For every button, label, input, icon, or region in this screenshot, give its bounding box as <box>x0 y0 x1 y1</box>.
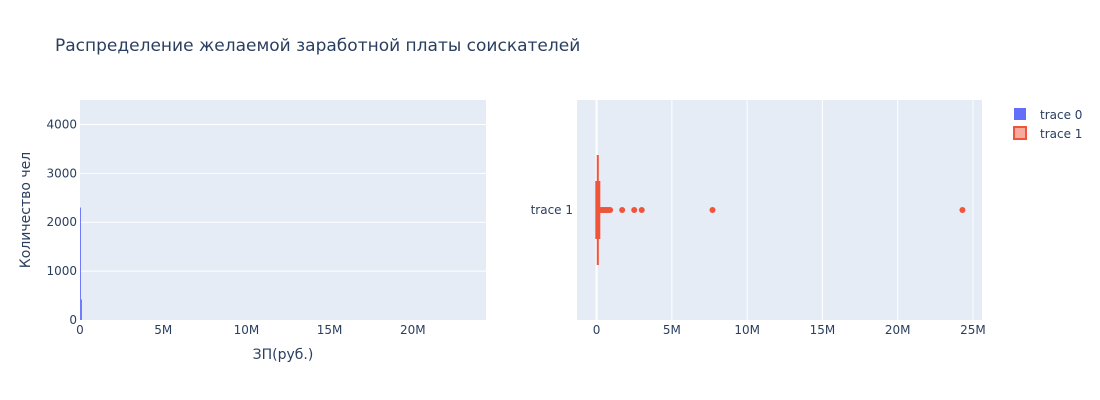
legend-swatch-trace-1[interactable] <box>1013 126 1027 140</box>
boxplot-x-tick-label: 20M <box>885 323 911 337</box>
histogram-bar[interactable] <box>80 207 81 320</box>
histogram-y-ticks: 0 1000 2000 3000 4000 <box>46 117 77 327</box>
chart-title: Распределение желаемой заработной платы … <box>55 36 580 56</box>
boxplot-outlier-point[interactable] <box>607 207 614 213</box>
boxplot-x-tick-label: 10M <box>734 323 760 337</box>
boxplot-outliers <box>598 207 966 213</box>
histogram-x-tick-label: 20M <box>400 323 426 337</box>
legend[interactable]: trace 0 trace 1 <box>1013 108 1082 141</box>
histogram-x-tick-label: 15M <box>317 323 343 337</box>
legend-swatch-trace-0[interactable] <box>1014 108 1026 120</box>
histogram-x-tick-label: 5M <box>154 323 172 337</box>
boxplot-x-tick-label: 15M <box>810 323 836 337</box>
histogram-plot-area <box>80 100 486 320</box>
boxplot-outlier-point[interactable] <box>959 207 966 213</box>
histogram-gridlines <box>80 123 486 272</box>
histogram-x-ticks: 0 5M 10M 15M 20M <box>76 323 425 337</box>
boxplot-outlier-point[interactable] <box>709 207 716 213</box>
histogram-y-axis-title: Количество чел <box>18 152 34 268</box>
boxplot-x-ticks: 0 5M 10M 15M 20M 25M <box>593 323 986 337</box>
boxplot-x-tick-label: 5M <box>663 323 681 337</box>
boxplot-subplot: 0 5M 10M 15M 20M 25M trace 1 <box>531 100 986 337</box>
histogram-y-tick-label: 4000 <box>46 117 77 131</box>
histogram-bar[interactable] <box>80 299 82 320</box>
boxplot-outlier-point[interactable] <box>619 207 626 213</box>
boxplot-outlier-point[interactable] <box>638 207 645 213</box>
histogram-x-tick-label: 10M <box>234 323 260 337</box>
boxplot-x-tick-label: 25M <box>960 323 986 337</box>
histogram-y-tick-label: 1000 <box>46 264 77 278</box>
boxplot-x-tick-label: 0 <box>593 323 601 337</box>
histogram-y-tick-label: 2000 <box>46 215 77 229</box>
legend-label-trace-0[interactable]: trace 0 <box>1040 108 1082 122</box>
legend-item-trace-1[interactable]: trace 1 <box>1013 126 1082 141</box>
histogram-y-tick-label: 0 <box>69 313 77 327</box>
boxplot-category-label: trace 1 <box>531 203 573 217</box>
histogram-x-tick-label: 0 <box>76 323 84 337</box>
boxplot-plot-area <box>577 100 982 320</box>
histogram-x-axis-title: ЗП(руб.) <box>253 347 314 363</box>
histogram-bars <box>80 207 82 320</box>
legend-item-trace-0[interactable]: trace 0 <box>1014 108 1082 122</box>
legend-label-trace-1[interactable]: trace 1 <box>1040 127 1082 141</box>
boxplot-outlier-point[interactable] <box>631 207 638 213</box>
histogram-y-tick-label: 3000 <box>46 166 77 180</box>
